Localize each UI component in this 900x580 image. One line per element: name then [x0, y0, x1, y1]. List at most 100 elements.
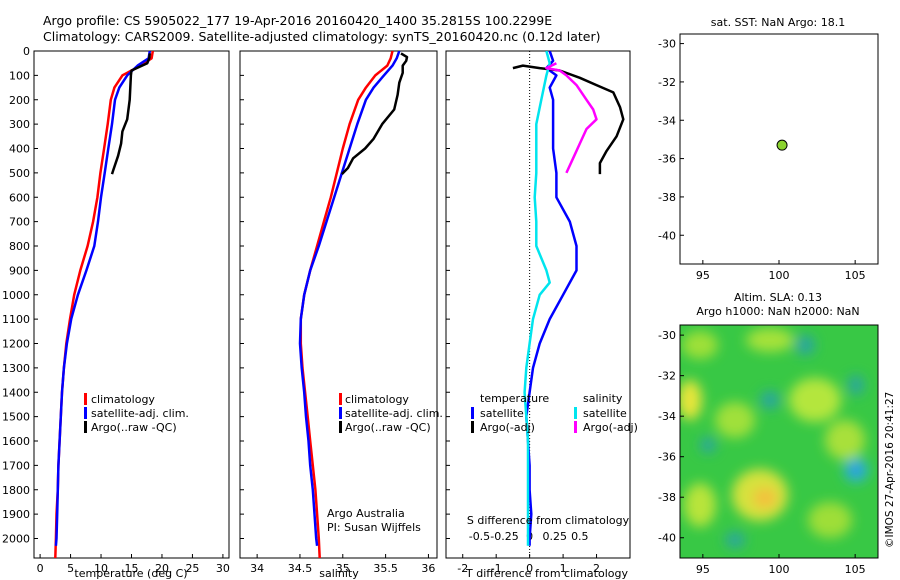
- depth-tick-labels: 0 100 200 300 400 500 600 700 800 900 1000 1100 1200…: [2, 45, 38, 546]
- map-lat-label: -38: [658, 491, 676, 504]
- x-tick-label: 34: [250, 562, 264, 575]
- depth-tick-label: 0: [23, 45, 30, 58]
- legend-label-argo: Argo(..raw -QC): [345, 421, 431, 434]
- heatmap-blobs: [680, 328, 868, 548]
- depth-tick-label: 1700: [2, 459, 30, 472]
- map-lat-label: -30: [658, 38, 676, 51]
- x-tick-label: 25: [185, 562, 199, 575]
- sla-heatmap: [680, 325, 878, 558]
- salinity-legend: climatology satellite-adj. clim. Argo(..…: [339, 393, 443, 434]
- sla-map-panel: Altim. SLA: 0.13 Argo h1000: NaN h2000: …: [658, 291, 879, 576]
- x-tick-label: 30: [216, 562, 230, 575]
- series-line: [110, 53, 152, 175]
- map-lat-label: -36: [658, 153, 676, 166]
- depth-tick-label: 900: [9, 264, 30, 277]
- x-tick-label: 5: [67, 562, 74, 575]
- map-lat-label: -32: [658, 370, 676, 383]
- temperature-legend: climatology satellite-adj. clim. Argo(..…: [84, 393, 189, 434]
- legend-label-temp-satellite: satellite: [480, 407, 524, 420]
- depth-tick-label: 300: [9, 118, 30, 131]
- depth-tick-label: 1200: [2, 338, 30, 351]
- legend-label-temp-argo: Argo(-adj): [480, 421, 535, 434]
- legend-label-sal-argo: Argo(-adj): [583, 421, 638, 434]
- temperature-lines: [54, 51, 155, 558]
- legend-swatch-satellite: [84, 407, 87, 419]
- x-tick-label: 35: [336, 562, 350, 575]
- series-line: [54, 51, 152, 546]
- legend-label-argo: Argo(..raw -QC): [91, 421, 177, 434]
- x-tick-label: 0: [526, 562, 533, 575]
- difference-lines: [512, 51, 625, 546]
- difference-axes-frame: [445, 50, 631, 559]
- map-lon-label: 100: [769, 563, 790, 576]
- x-tick-label: 10: [94, 562, 108, 575]
- map-lat-label: -40: [658, 229, 676, 242]
- sla-map-title-2: Argo h1000: NaN h2000: NaN: [696, 305, 859, 318]
- depth-tick-label: 700: [9, 216, 30, 229]
- legend-label-satellite: satellite-adj. clim.: [91, 407, 189, 420]
- series-line: [299, 51, 394, 558]
- sla-map-title-1: Altim. SLA: 0.13: [734, 291, 822, 304]
- legend-label-satellite: satellite-adj. clim.: [345, 407, 443, 420]
- map-lat-label: -40: [658, 532, 676, 545]
- x-tick-label: 36: [421, 562, 435, 575]
- secondary-tick-label: 0.25: [542, 530, 567, 543]
- x-tick-label: 35.5: [373, 562, 398, 575]
- secondary-tick-label: 0.5: [571, 530, 589, 543]
- map-lat-label: -30: [658, 329, 676, 342]
- legend-swatch-climatology: [84, 393, 87, 405]
- argo-location-marker: [776, 139, 788, 151]
- map-lat-label: -32: [658, 76, 676, 89]
- series-line: [523, 51, 551, 546]
- map-lon-label: 95: [696, 563, 710, 576]
- map-lat-label: -36: [658, 451, 676, 464]
- salinity-lines: [298, 51, 409, 558]
- legend-swatch-sal-argo: [574, 421, 577, 433]
- series-line: [341, 52, 409, 175]
- legend-swatch-argo: [84, 421, 87, 433]
- salinity-tick-labels: 34 34.5 35 35.5 36: [250, 554, 435, 575]
- map-lat-label: -34: [658, 410, 676, 423]
- header-line1: Argo profile: CS 5905022_177 19-Apr-2016…: [43, 13, 552, 28]
- difference-legend: temperature satellite Argo(-adj) salinit…: [471, 392, 638, 434]
- secondary-tick-label: -0.5: [469, 530, 490, 543]
- temperature-panel: 0100200300400500600700800900100011001200…: [2, 45, 230, 580]
- depth-tick-label: 100: [9, 69, 30, 82]
- series-line: [298, 51, 401, 546]
- difference-xlabel-top: S difference from climatology: [467, 514, 630, 527]
- salinity-panel: 34 34.5 35 35.5 36 salinity climatology sate…: [239, 50, 443, 580]
- depth-tick-label: 1100: [2, 313, 30, 326]
- x-tick-label: 2: [593, 562, 600, 575]
- legend-label-sal-satellite: satellite: [583, 407, 627, 420]
- legend-label-climatology: climatology: [91, 393, 155, 406]
- map-lon-label: 100: [769, 269, 790, 282]
- depth-tick-label: 1500: [2, 411, 30, 424]
- difference-xlabel: T difference from climatology: [465, 567, 628, 580]
- sla-map-ticks: -30 -32 -34 -36 -38 -40 95 100 105: [658, 329, 866, 576]
- map-lat-label: -34: [658, 114, 676, 127]
- temperature-axes-frame: [33, 50, 230, 559]
- x-tick-label: -1: [491, 562, 502, 575]
- x-tick-label: 15: [125, 562, 139, 575]
- depth-tick-label: 1800: [2, 484, 30, 497]
- sst-map-title: sat. SST: NaN Argo: 18.1: [711, 16, 845, 29]
- series-line: [525, 51, 578, 546]
- salinity-xlabel: salinity: [319, 567, 359, 580]
- series-line: [545, 62, 598, 174]
- sst-map-points: [776, 139, 788, 151]
- x-tick-label: 0: [37, 562, 44, 575]
- sst-map-panel: sat. SST: NaN Argo: 18.1 -30 -32 -34 -36 -38…: [658, 16, 879, 282]
- depth-tick-label: 800: [9, 240, 30, 253]
- map-lon-label: 95: [696, 269, 710, 282]
- x-tick-label: 34.5: [288, 562, 313, 575]
- legend-title-temperature: temperature: [480, 392, 549, 405]
- depth-tick-label: 2000: [2, 533, 30, 546]
- temperature-tick-labels: 0 5 10 15 20 25 30: [37, 554, 230, 575]
- difference-panel: -2 -1 0 1 2-0.5 -0.25 0 0.25 0.5 temperature sat…: [445, 50, 638, 580]
- annotation-pi: PI: Susan Wijffels: [327, 521, 421, 534]
- map-lon-label: 105: [845, 563, 866, 576]
- legend-swatch-temp-argo: [471, 421, 474, 433]
- series-line: [54, 51, 155, 558]
- imos-credit: ©IMOS 27-Apr-2016 20:41:27: [884, 392, 896, 548]
